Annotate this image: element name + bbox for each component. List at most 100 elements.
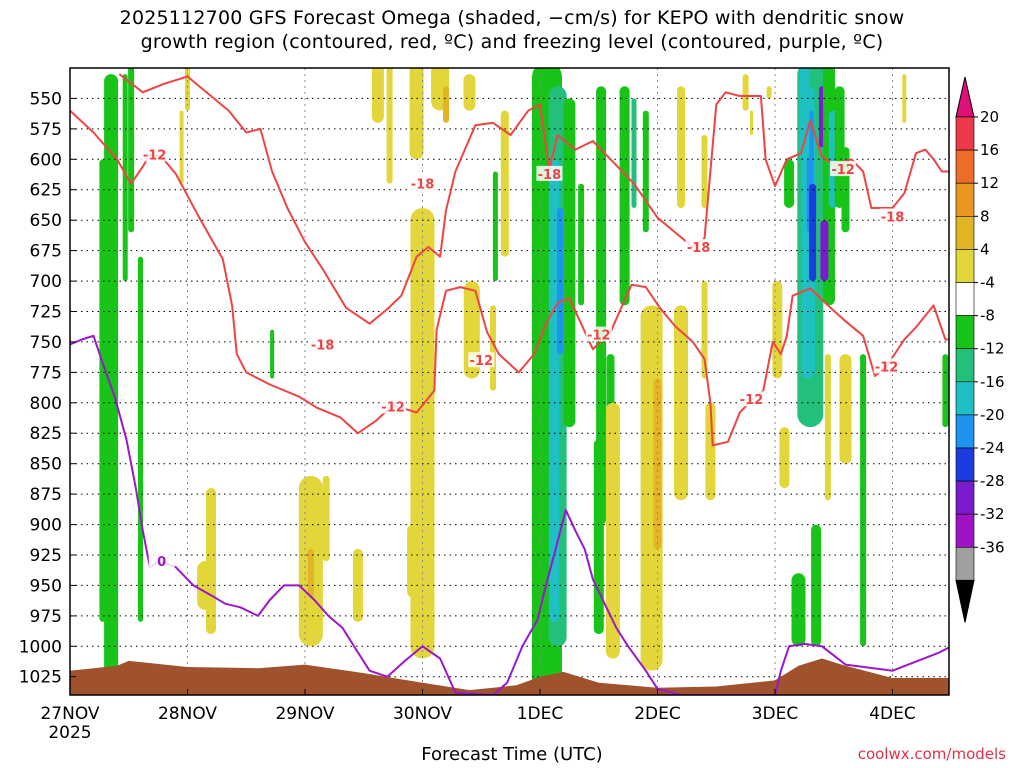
omega-shade-cell [500,110,509,257]
colorbar-swatch [955,546,975,581]
omega-shade-cell [352,548,363,622]
contour-label-bg [738,391,765,407]
colorbar-swatch [955,513,975,548]
y-tick-label: 800 [30,394,62,414]
y-tick-label: 750 [30,333,62,353]
contour-label: -12 [831,163,855,178]
x-tick-label: 3DEC [752,704,799,724]
chart-title: 2025112700 GFS Forecast Omega (shaded, −… [0,6,1024,54]
omega-shade-cell [578,183,585,306]
colorbar-label: -8 [980,307,995,325]
contour-label: -12 [875,360,899,375]
x-tick-label: 2DEC [634,704,681,724]
omega-shade-cell [839,354,852,464]
y-tick-label: 950 [30,576,62,596]
omega-shade-cell [563,98,576,428]
contour-label: -18 [311,338,335,353]
colorbar-label: -16 [980,373,1005,391]
contour-label-bg [536,165,563,181]
omega-shade-cell [492,171,498,282]
y-tick-label: 925 [30,546,62,566]
y-tick-label: 1000 [19,637,62,657]
x-axis-title: Forecast Time (UTC) [421,744,603,765]
y-tick-label: 900 [30,516,62,536]
colorbar-label: -20 [980,406,1005,424]
contour-label: -12 [470,354,494,369]
colorbar-bottom-arrow [955,579,975,623]
chart-title-line1: 2025112700 GFS Forecast Omega (shaded, −… [119,7,905,29]
colorbar: 20 16 12 8 4 -4 -8 -12 -16 -20 -24 -28 -32 -36 [955,76,1005,623]
omega-shade-cell [750,110,753,135]
omega-shade-cell [784,159,795,208]
colorbar-swatch [955,116,975,151]
omega-shade-cell [490,305,496,391]
terrain-layer [70,658,949,695]
y-tick-label: 975 [30,607,62,627]
x-tick-label: 29NOV [275,704,334,724]
omega-shade-cell [824,354,831,501]
omega-shade-cell [791,573,806,647]
colorbar-label: -28 [980,472,1005,490]
omega-shade-cell [779,427,790,489]
omega-shade-cell [206,488,216,635]
colorbar-swatch [955,249,975,283]
contour-minus12 [70,109,949,447]
colorbar-swatch [955,282,975,316]
omega-shade-cell [138,256,143,622]
y-tick-label: 675 [30,242,62,262]
contour-minus18 [118,73,949,325]
omega-shade-cell [407,524,420,598]
contour-label-bg [879,208,906,224]
contour-label: -18 [538,168,562,183]
colorbar-swatch [955,216,975,250]
y-tick-label: 725 [30,303,62,323]
colorbar-swatch [955,149,975,184]
contour-label-bg [468,352,495,368]
chart-title-line2: growth region (contoured, red, ºC) and f… [140,31,884,53]
contour-label-bg [830,161,857,177]
omega-shade-cell [386,68,393,184]
omega-shade-cell [677,86,685,208]
omega-shade-cell [605,402,620,659]
omega-shade-cell [701,135,708,208]
omega-shade-cell [371,68,384,123]
omega-shade-cell [902,74,907,123]
colorbar-label: 8 [980,207,990,225]
y-tick-label: 825 [30,424,62,444]
x-year-label: 2025 [48,723,91,743]
omega-shade-cell [596,86,607,525]
colorbar-label: 20 [980,108,999,126]
x-tick-label: 30NOV [393,704,452,724]
contour-label: -12 [381,401,405,416]
y-tick-label: 775 [30,363,62,383]
colorbar-label: 4 [980,240,990,258]
colorbar-label: -4 [980,274,995,292]
colorbar-label: -24 [980,439,1005,457]
omega-shade-cell [772,281,783,379]
colorbar-top-arrow [955,76,975,118]
contour-label-bg [409,175,436,191]
colorbar-label: -32 [980,505,1005,523]
colorbar-swatch [955,414,975,449]
colorbar-swatch [955,348,975,383]
colorbar-label: 16 [980,141,999,159]
omega-shade-cell [631,98,637,208]
x-tick-label: 4DEC [869,704,916,724]
omega-shade-cell [185,68,190,111]
colorbar-swatch [955,182,975,217]
y-tick-label: 850 [30,455,62,475]
omega-shade-cell [742,74,749,111]
contour-label-bg [141,146,168,162]
contour-label-layer: -12 -18 -18 -18 -12 -18 -18 -12 -12 -12 -12 -12 0 [141,146,906,570]
omega-shade-cell [942,354,949,428]
omega-shading-layer [99,68,949,695]
omega-shade-cell [307,548,314,598]
colorbar-label: -36 [980,538,1005,556]
omega-shade-cell [99,159,107,622]
y-tick-label: 600 [30,150,62,170]
omega-shade-cell [409,68,424,160]
grid-layer [70,68,949,695]
contour-label-bg [873,358,900,374]
y-tick-label: 875 [30,485,62,505]
